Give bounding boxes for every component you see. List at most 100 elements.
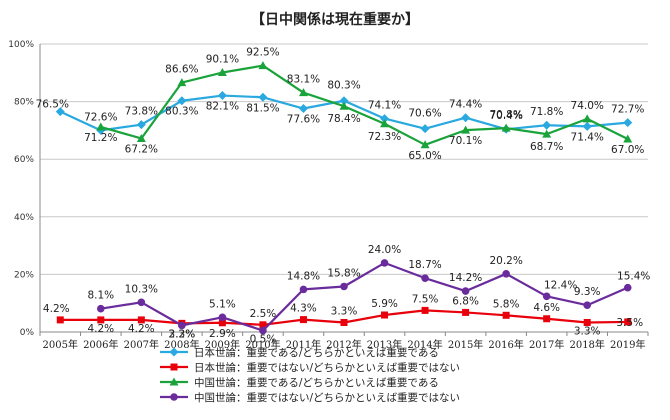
data-point-2-13: [582, 114, 592, 123]
data-label-2-12: 68.7%: [530, 141, 563, 153]
legend-label-2: 中国世論：重要である/どちらかといえば重要である: [194, 376, 439, 389]
data-point-1-13: [583, 318, 591, 326]
data-label-2-6: 83.1%: [287, 74, 320, 86]
data-point-2-11: [501, 123, 511, 132]
data-label-0-14: 72.7%: [611, 104, 644, 116]
legend-label-0: 日本世論：重要である/どちらかといえば重要である: [194, 346, 439, 359]
series-line-3: [100, 261, 629, 332]
data-point-3-13: [583, 301, 591, 310]
data-point-1-9: [421, 306, 429, 314]
data-label-2-7: 78.4%: [327, 113, 360, 125]
data-label-2-3: 86.6%: [165, 64, 198, 76]
legend-label-3: 中国世論：重要ではない/どちらかといえば重要ではない: [194, 391, 460, 404]
data-label-1-3: 3.2%: [169, 328, 196, 340]
data-point-2-14: [623, 134, 633, 143]
data-label-0-11: 70.4%: [489, 110, 522, 122]
data-point-1-8: [381, 311, 389, 319]
legend-item-3: 中国世論：重要ではない/どちらかといえば重要ではない: [160, 391, 460, 404]
series-2: [96, 61, 633, 149]
data-point-0-4: [217, 91, 227, 101]
data-label-0-9: 70.6%: [408, 108, 441, 120]
data-point-3-11: [502, 270, 510, 278]
series-line-2: [100, 64, 629, 146]
legend-marker-2: [169, 377, 179, 386]
y-tick-label: 100%: [8, 40, 34, 50]
data-point-2-7: [339, 101, 349, 110]
data-label-1-10: 6.8%: [452, 295, 479, 307]
data-label-3-14: 15.4%: [617, 271, 650, 283]
data-point-3-12: [542, 292, 551, 301]
data-point-3-7: [340, 282, 348, 291]
legend-item-2: 中国世論：重要である/どちらかといえば重要である: [160, 376, 439, 389]
data-label-0-12: 71.8%: [530, 106, 563, 118]
series-layer: [55, 61, 633, 335]
data-label-0-7: 80.3%: [327, 80, 360, 92]
data-point-1-2: [137, 316, 145, 324]
data-label-1-12: 4.6%: [533, 302, 560, 314]
data-label-3-1: 8.1%: [87, 290, 114, 302]
x-tick-label: 2019年: [610, 338, 645, 351]
data-point-2-12: [542, 129, 552, 138]
data-label-1-11: 5.8%: [493, 298, 520, 310]
data-label-3-5: 0.5%: [250, 334, 277, 346]
x-tick-label: 2007年: [124, 338, 159, 351]
data-point-2-8: [380, 119, 390, 128]
data-label-0-13: 71.4%: [571, 131, 604, 143]
data-label-1-5: 2.5%: [250, 308, 277, 320]
data-point-2-9: [420, 140, 430, 149]
data-point-1-10: [462, 308, 470, 316]
data-point-3-10: [461, 287, 470, 295]
data-label-3-12: 12.4%: [544, 279, 577, 291]
x-tick-label: 2014年: [407, 338, 442, 351]
data-label-1-0: 4.2%: [43, 303, 70, 315]
data-label-layer: 76.5% 72.6% 73.8% 80.3% 82.1% 81.5% 77.6% 80.3%…: [36, 47, 651, 346]
axis-layer: 0% 20% 40% 60% 80% 100% 2005年 2006年 2007年 2008年 20…: [8, 40, 649, 351]
y-tick-label: 20%: [14, 270, 34, 280]
data-point-3-1: [97, 304, 105, 313]
data-point-0-13: [582, 121, 592, 131]
x-tick-label: 2009年: [205, 338, 240, 351]
data-label-1-2: 4.2%: [128, 323, 155, 335]
data-point-2-2: [136, 133, 146, 142]
data-point-1-14: [624, 318, 632, 326]
data-label-2-13: 74.0%: [571, 100, 604, 112]
y-tick-label: 80%: [14, 98, 34, 108]
data-label-0-3: 80.3%: [165, 106, 198, 118]
data-label-0-4: 82.1%: [206, 101, 239, 113]
data-label-3-13: 9.3%: [574, 286, 601, 298]
legend-label-1: 日本世論：重要ではない/どちらかといえば重要ではない: [194, 361, 460, 374]
data-point-0-5: [258, 92, 268, 102]
data-point-0-9: [420, 124, 430, 134]
data-label-3-3: 2.3%: [169, 328, 196, 340]
data-point-3-4: [218, 313, 227, 322]
data-label-0-5: 81.5%: [246, 102, 279, 114]
data-point-2-1: [96, 122, 106, 131]
data-label-1-7: 3.3%: [331, 305, 358, 317]
data-label-2-14: 67.0%: [611, 144, 644, 156]
data-point-1-12: [543, 315, 551, 323]
data-label-3-10: 14.2%: [449, 272, 482, 284]
data-label-0-6: 77.6%: [287, 114, 320, 126]
x-tick-label: 2018年: [569, 338, 604, 351]
x-tick-label: 2012年: [326, 338, 361, 351]
data-point-0-0: [55, 107, 65, 117]
x-tick-label: 2010年: [245, 338, 280, 351]
data-label-1-8: 5.9%: [371, 298, 398, 310]
data-label-1-1: 4.2%: [87, 323, 114, 335]
data-point-3-5: [259, 326, 267, 335]
data-point-3-8: [380, 259, 389, 267]
data-label-1-13: 3.3%: [574, 325, 601, 337]
data-point-1-6: [299, 316, 307, 324]
data-point-3-14: [623, 283, 632, 292]
data-label-2-5: 92.5%: [246, 47, 279, 59]
data-point-1-5: [259, 321, 267, 329]
data-point-2-5: [258, 61, 268, 70]
data-label-3-7: 15.8%: [327, 267, 360, 279]
x-tick-label: 2011年: [286, 338, 321, 351]
data-label-0-10: 74.4%: [449, 99, 482, 111]
data-point-1-0: [56, 316, 64, 324]
data-point-1-7: [340, 318, 348, 326]
legend-item-0: 日本世論：重要である/どちらかといえば重要である: [160, 346, 439, 359]
data-label-3-11: 20.2%: [489, 255, 522, 267]
data-label-2-10: 70.1%: [449, 135, 482, 147]
